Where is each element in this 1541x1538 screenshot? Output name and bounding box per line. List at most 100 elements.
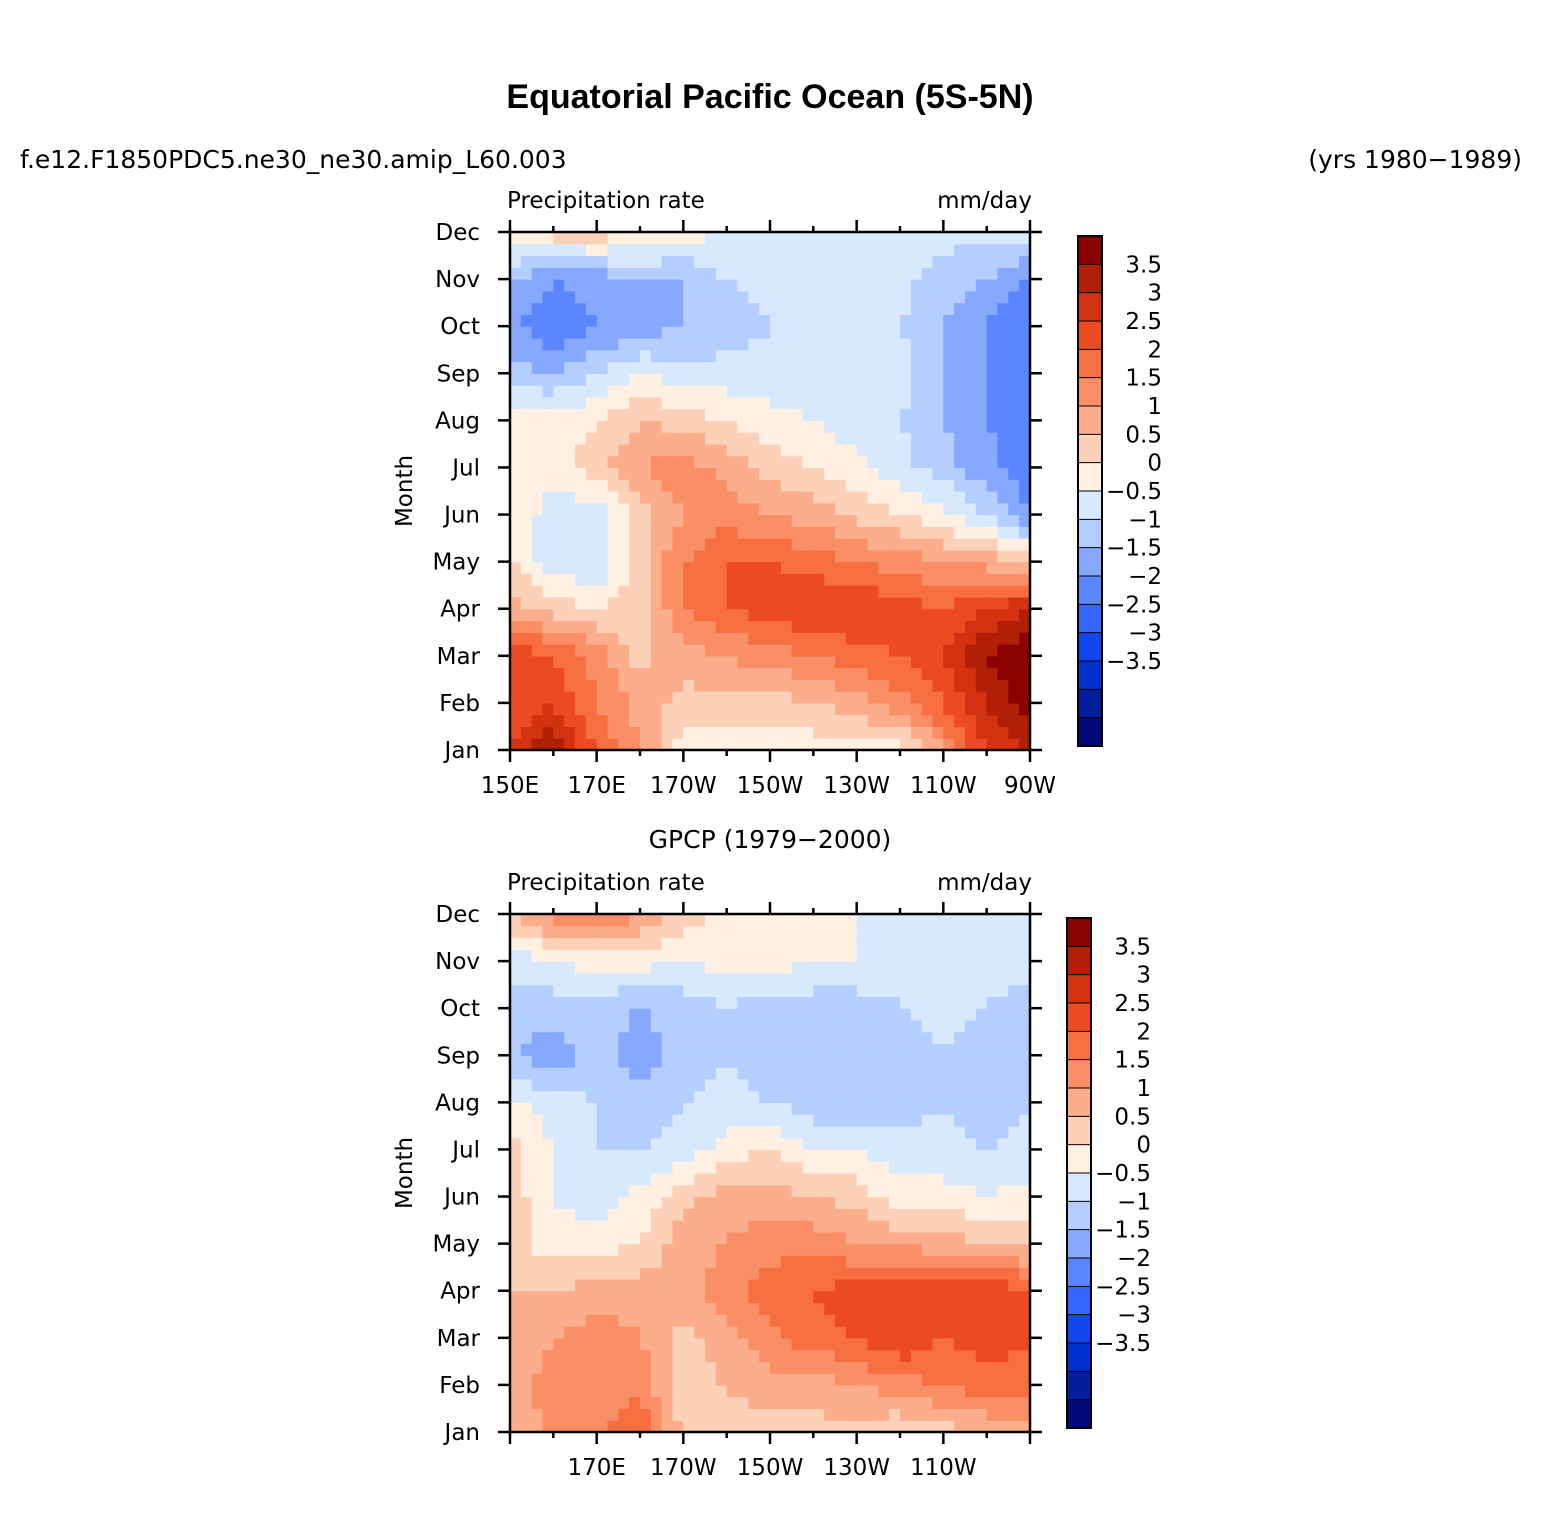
heatmap-cell <box>531 255 544 268</box>
heatmap-cell <box>943 596 955 610</box>
heatmap-cell <box>553 255 565 268</box>
heatmap-cell <box>640 1231 652 1245</box>
heatmap-cell <box>780 1361 793 1374</box>
heatmap-cell <box>910 679 923 692</box>
heatmap-cell <box>553 1314 565 1327</box>
heatmap-cell <box>943 1302 955 1315</box>
heatmap-cell <box>997 996 1009 1009</box>
heatmap-cell <box>564 1137 576 1151</box>
heatmap-cell <box>672 514 684 527</box>
heatmap-cell <box>986 1290 999 1304</box>
heatmap-cell <box>759 573 771 586</box>
heatmap-cell <box>856 1373 869 1386</box>
heatmap-cell <box>921 302 934 316</box>
heatmap-cell <box>683 1102 695 1115</box>
heatmap-cell <box>813 996 825 1009</box>
heatmap-cell <box>564 1220 576 1233</box>
heatmap-cell <box>824 1031 836 1045</box>
heatmap-cell <box>553 1243 565 1257</box>
heatmap-cell <box>932 514 944 527</box>
heatmap-cell <box>759 243 771 257</box>
heatmap-cell <box>759 667 771 680</box>
heatmap-cell <box>715 702 728 716</box>
heatmap-cell <box>564 443 576 457</box>
heatmap-cell <box>1008 1361 1020 1374</box>
heatmap-cell <box>856 1290 869 1304</box>
heatmap-cell <box>640 1408 652 1421</box>
heatmap-cell <box>1008 1396 1020 1410</box>
heatmap-cell <box>575 432 587 445</box>
heatmap-cell <box>531 1278 544 1292</box>
heatmap-cell <box>889 1384 901 1398</box>
heatmap-cell <box>943 396 955 410</box>
heatmap-cell <box>889 326 901 339</box>
heatmap-cell <box>791 1173 804 1186</box>
heatmap-cell <box>650 644 663 657</box>
heatmap-cell <box>845 1420 858 1433</box>
heatmap-cell <box>629 408 641 421</box>
heatmap-cell <box>564 314 576 327</box>
heatmap-cell <box>575 538 587 551</box>
heatmap-cell <box>835 738 847 751</box>
heatmap-cell <box>542 937 554 950</box>
heatmap-cell <box>618 585 630 598</box>
heatmap-cell <box>986 232 999 245</box>
heatmap-cell <box>640 432 652 445</box>
heatmap-cell <box>737 1090 749 1103</box>
heatmap-cell <box>975 1302 988 1315</box>
heatmap-cell <box>835 1243 847 1257</box>
heatmap-cell <box>596 1125 609 1139</box>
heatmap-cell <box>780 1349 793 1362</box>
heatmap-cell <box>921 326 934 339</box>
heatmap-cell <box>640 326 652 339</box>
heatmap-cell <box>715 443 728 457</box>
heatmap-cell <box>520 467 533 480</box>
heatmap-cell <box>575 1114 587 1127</box>
heatmap-cell <box>802 302 814 316</box>
heatmap-cell <box>726 644 739 657</box>
heatmap-cell <box>629 526 641 539</box>
heatmap-cell <box>520 655 533 669</box>
heatmap-cell <box>650 1361 663 1374</box>
heatmap-cell <box>835 1078 847 1092</box>
heatmap-cell <box>564 396 576 410</box>
heatmap-cell <box>867 1243 879 1257</box>
heatmap-cell <box>553 984 565 998</box>
heatmap-cell <box>954 1196 966 1209</box>
heatmap-cell <box>694 1396 706 1410</box>
heatmap-cell <box>520 1031 533 1045</box>
heatmap-cell <box>596 596 609 610</box>
heatmap-cell <box>856 738 869 751</box>
heatmap-cell <box>510 914 522 927</box>
heatmap-cell <box>596 925 609 939</box>
heatmap-cell <box>661 1361 674 1374</box>
heatmap-cell <box>900 502 912 516</box>
heatmap-cell <box>824 1008 836 1021</box>
heatmap-cell <box>705 1067 717 1080</box>
heatmap-cell <box>564 1243 576 1257</box>
heatmap-cell <box>596 1102 609 1115</box>
heatmap-cell <box>705 1102 717 1115</box>
heatmap-cell <box>640 420 652 433</box>
heatmap-cell <box>650 1231 663 1245</box>
heatmap-cell <box>986 1278 999 1292</box>
heatmap-cell <box>520 1337 533 1351</box>
heatmap-cell <box>683 1149 695 1162</box>
heatmap-cell <box>705 925 717 939</box>
heatmap-cell <box>553 1337 565 1351</box>
heatmap-cell <box>965 255 977 268</box>
heatmap-cell <box>975 455 988 469</box>
heatmap-cell <box>824 620 836 633</box>
heatmap-cell <box>802 467 814 480</box>
heatmap-cell <box>986 702 999 716</box>
heatmap-cell <box>867 1078 879 1092</box>
heatmap-cell <box>715 1102 728 1115</box>
heatmap-cell <box>575 408 587 421</box>
heatmap-cell <box>802 349 814 363</box>
heatmap-cell <box>759 1243 771 1257</box>
heatmap-cell <box>910 1137 923 1151</box>
heatmap-cell <box>726 255 739 268</box>
heatmap-cell <box>889 1067 901 1080</box>
heatmap-cell <box>737 702 749 716</box>
heatmap-cell <box>975 1349 988 1362</box>
